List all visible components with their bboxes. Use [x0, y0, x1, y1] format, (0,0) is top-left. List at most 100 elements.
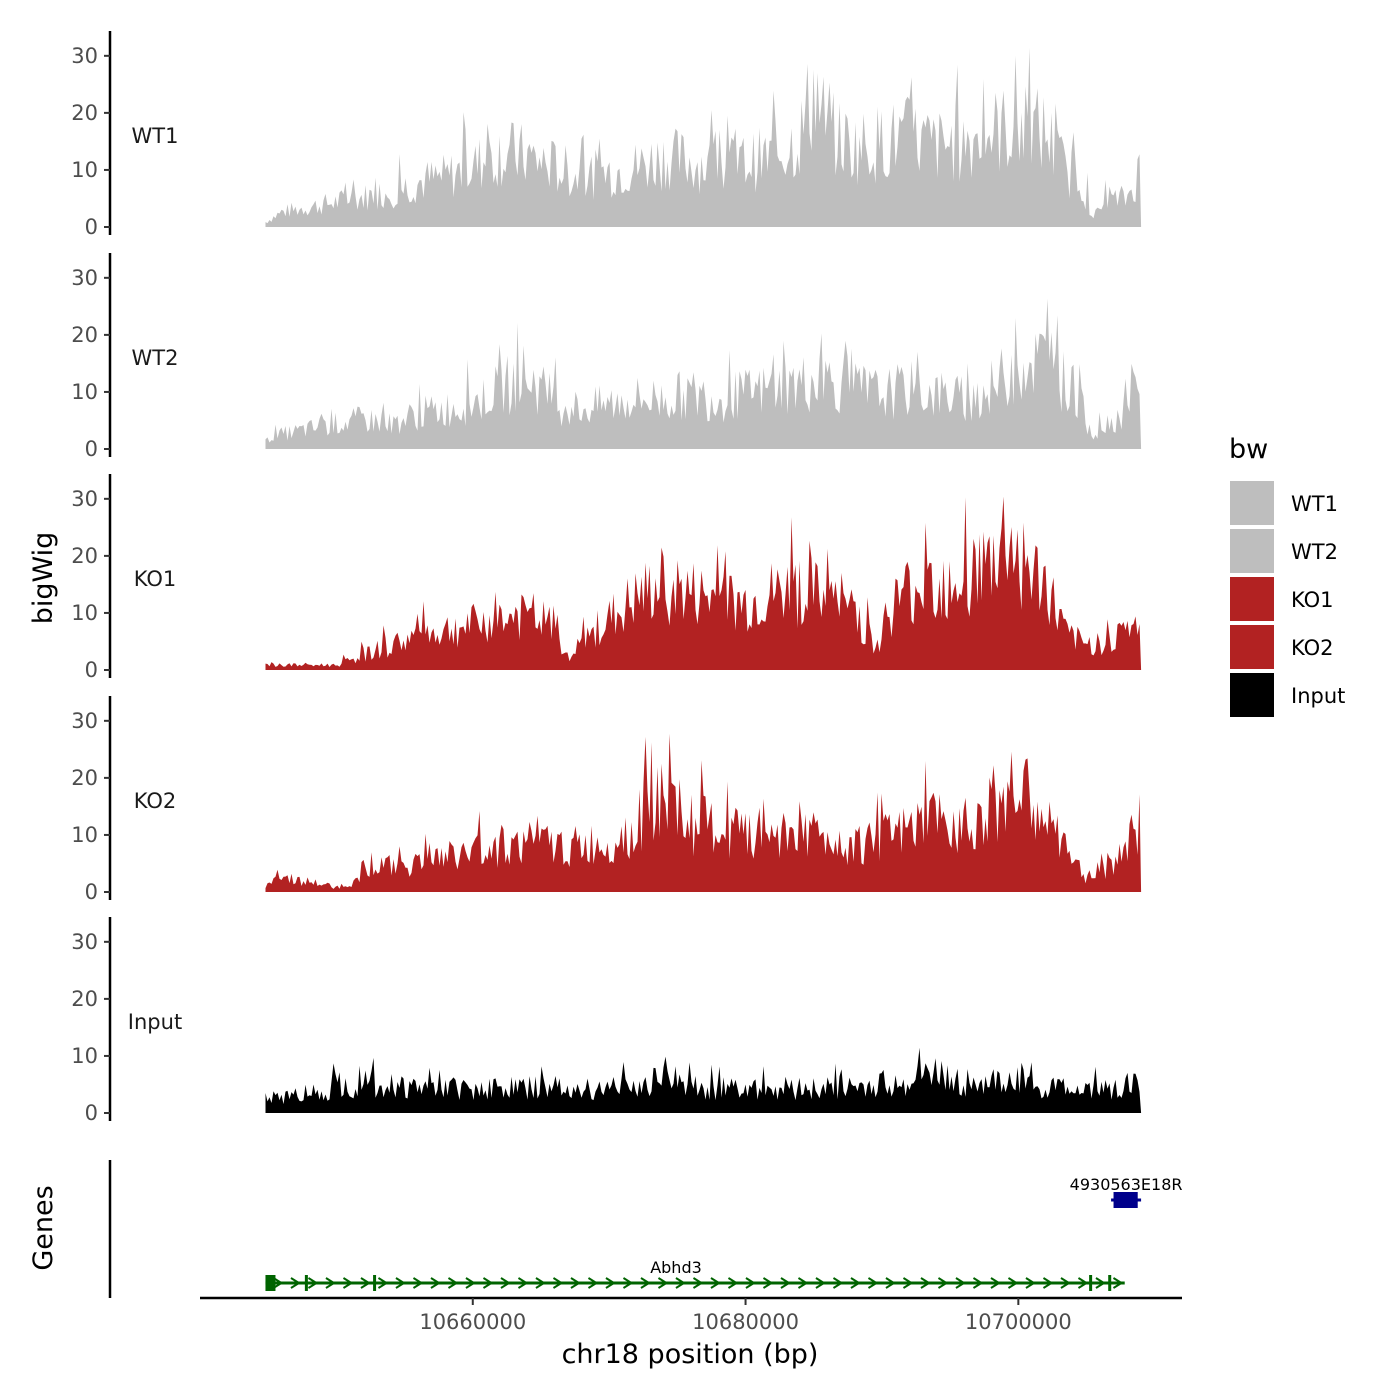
legend-swatch-input	[1230, 673, 1274, 717]
strand-arrow	[902, 1277, 914, 1289]
strand-arrow	[342, 1277, 354, 1289]
track-label-wt1: WT1	[132, 124, 179, 148]
track-ko1: 0 10 20 30 KO1	[71, 474, 1142, 682]
strand-arrow	[867, 1277, 879, 1289]
strand-arrow	[815, 1277, 826, 1289]
strand-arrow	[1077, 1277, 1089, 1289]
strand-arrow	[395, 1277, 406, 1289]
y-tick-label-10: 10	[71, 380, 98, 404]
strand-arrow	[920, 1277, 931, 1289]
strand-arrow	[272, 1277, 284, 1289]
gene-label-abhd3: Abhd3	[650, 1258, 702, 1277]
strand-arrow	[640, 1277, 651, 1289]
strand-arrow	[955, 1277, 966, 1289]
coverage-area-wt1	[265, 47, 1142, 227]
strand-arrow	[430, 1277, 441, 1289]
x-tick-label: 10680000	[692, 1310, 799, 1334]
y-axis-title-bigwig: bigWig	[28, 532, 59, 625]
gene-label-4930563e18rik: 4930563E18R	[1070, 1175, 1183, 1194]
strand-arrow	[850, 1277, 861, 1289]
x-tick-label: 10660000	[419, 1310, 526, 1334]
y-tick-label-30: 30	[71, 930, 98, 954]
strand-arrow	[412, 1277, 424, 1289]
exon	[304, 1275, 308, 1291]
strand-arrow	[1060, 1277, 1071, 1289]
y-tick-label-0: 0	[85, 880, 98, 904]
strand-arrow	[692, 1277, 704, 1289]
y-tick-label-30: 30	[71, 44, 98, 68]
y-tick-label-30: 30	[71, 487, 98, 511]
legend-swatch-wt2	[1230, 529, 1274, 573]
strand-arrow	[447, 1277, 459, 1289]
strand-arrow	[1042, 1277, 1054, 1289]
legend-swatch-ko2	[1230, 625, 1274, 669]
x-axis: 10660000 10680000 10700000	[200, 1296, 1182, 1334]
strand-arrow	[587, 1277, 599, 1289]
exon	[373, 1275, 377, 1291]
strand-arrow	[727, 1277, 739, 1289]
strand-arrow	[885, 1277, 896, 1289]
y-tick-label-0: 0	[85, 437, 98, 461]
strand-arrow	[517, 1277, 529, 1289]
gene-track: Abhd3 4930563E18R	[108, 1160, 1183, 1298]
strand-arrow	[937, 1277, 949, 1289]
coverage-tracks: 0 10 20 30 WT1 0 10 20 30 WT2 0 10 20 30 KO1 0 10 20 30 KO2…	[71, 31, 1142, 1125]
strand-arrow	[482, 1277, 494, 1289]
exon	[265, 1275, 276, 1291]
exon	[1108, 1275, 1112, 1291]
gene-4930563e18rik: 4930563E18R	[1070, 1175, 1183, 1208]
y-tick-label-20: 20	[71, 766, 98, 790]
track-wt1: 0 10 20 30 WT1	[71, 31, 1142, 239]
y-tick-label-20: 20	[71, 323, 98, 347]
legend-item-input: Input	[1230, 673, 1345, 717]
exon	[1089, 1275, 1093, 1291]
strand-arrow	[832, 1277, 844, 1289]
legend-swatch-ko1	[1230, 577, 1274, 621]
strand-arrow	[762, 1277, 774, 1289]
y-tick-label-10: 10	[71, 823, 98, 847]
track-input: 0 10 20 30 Input	[71, 917, 1142, 1125]
legend-swatch-wt1	[1230, 481, 1274, 525]
y-tick-label-10: 10	[71, 1044, 98, 1068]
strand-arrow	[605, 1277, 616, 1289]
strand-arrow	[552, 1277, 564, 1289]
strand-arrow	[657, 1277, 669, 1289]
strand-arrow	[325, 1277, 336, 1289]
gene-abhd3: Abhd3	[265, 1258, 1125, 1291]
legend-label-ko1: KO1	[1291, 588, 1334, 612]
track-ko2: 0 10 20 30 KO2	[71, 696, 1142, 904]
legend-label-wt1: WT1	[1291, 492, 1338, 516]
y-tick-label-30: 30	[71, 709, 98, 733]
y-axis-title-genes: Genes	[28, 1185, 59, 1270]
y-tick-label-10: 10	[71, 158, 98, 182]
x-axis-title: chr18 position (bp)	[562, 1339, 819, 1370]
y-tick-label-10: 10	[71, 601, 98, 625]
track-label-input: Input	[128, 1010, 182, 1034]
strand-arrow	[780, 1277, 791, 1289]
y-tick-label-0: 0	[85, 1101, 98, 1125]
strand-arrow	[360, 1277, 371, 1289]
coverage-area-input	[265, 1047, 1142, 1113]
x-tick-label: 10700000	[965, 1310, 1072, 1334]
strand-arrow	[710, 1277, 721, 1289]
legend-label-input: Input	[1291, 684, 1345, 708]
strand-arrow	[797, 1277, 809, 1289]
strand-arrow	[465, 1277, 476, 1289]
legend: bw WT1 WT2 KO1 KO2 Input	[1229, 434, 1345, 717]
strand-arrow	[1007, 1277, 1019, 1289]
strand-arrow	[570, 1277, 581, 1289]
strand-arrow	[1095, 1277, 1106, 1289]
track-wt2: 0 10 20 30 WT2	[71, 253, 1142, 461]
strand-arrow	[990, 1277, 1001, 1289]
y-tick-label-30: 30	[71, 266, 98, 290]
strand-arrow	[622, 1277, 634, 1289]
strand-arrow	[745, 1277, 756, 1289]
track-label-ko1: KO1	[134, 567, 177, 591]
strand-arrow	[535, 1277, 546, 1289]
legend-item-wt2: WT2	[1230, 529, 1338, 573]
legend-title: bw	[1229, 434, 1268, 465]
strand-arrow	[290, 1277, 301, 1289]
y-tick-label-0: 0	[85, 658, 98, 682]
strand-arrow	[377, 1277, 389, 1289]
